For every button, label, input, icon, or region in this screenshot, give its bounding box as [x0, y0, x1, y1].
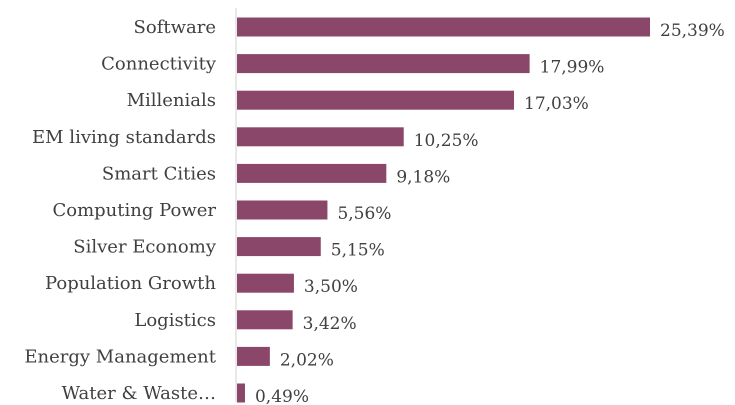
bar	[237, 346, 270, 366]
bar	[237, 310, 293, 330]
bar	[237, 163, 387, 183]
bar	[237, 54, 530, 74]
bar	[237, 237, 321, 257]
category-label: EM living standards	[32, 127, 216, 148]
category-label: Computing Power	[52, 200, 216, 221]
value-label: 5,15%	[331, 241, 385, 261]
category-label: Smart Cities	[102, 163, 216, 184]
value-label: 10,25%	[414, 131, 479, 151]
bar	[237, 383, 245, 403]
value-label: 0,49%	[255, 387, 309, 405]
bar	[237, 90, 515, 110]
value-label: 3,42%	[303, 314, 357, 334]
value-label: 17,03%	[524, 94, 589, 114]
value-labels: 25,39% 17,99% 17,03% 10,25% 9,18%5,56% 5,15% 3…	[255, 21, 725, 405]
value-label: 3,50%	[304, 277, 358, 297]
bar	[237, 127, 404, 147]
value-label: 5,56%	[337, 204, 391, 224]
value-label: 9,18%	[396, 167, 450, 187]
category-label: Population Growth	[45, 273, 216, 294]
category-label: Energy Management	[24, 346, 216, 367]
bars	[237, 17, 650, 403]
value-label: 2,02%	[280, 350, 334, 370]
bar	[237, 17, 650, 37]
value-label: 25,39%	[660, 21, 725, 41]
bar	[237, 273, 294, 293]
category-label: Software	[134, 17, 216, 38]
category-label: Silver Economy	[73, 237, 217, 258]
category-labels: Software Connectivity Millenials EM living …	[24, 17, 216, 404]
category-label: Connectivity	[101, 54, 217, 75]
value-label: 17,99%	[540, 58, 605, 78]
category-label: Millenials	[127, 90, 216, 111]
category-label: Water & Waste…	[62, 383, 216, 404]
bar	[237, 200, 328, 220]
category-label: Logistics	[134, 310, 216, 331]
